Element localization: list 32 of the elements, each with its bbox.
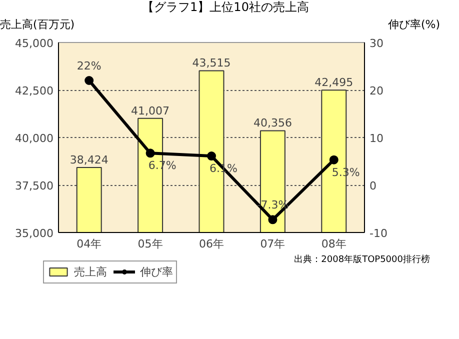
data-label: 40,356 (253, 116, 292, 130)
y2-tick-label: 0 (370, 179, 376, 192)
data-label: 42,495 (314, 76, 354, 89)
x-tick-label: 07年 (260, 237, 286, 250)
chart-title: 【グラフ1】上位10社の売上高 (142, 0, 309, 16)
data-label: 43,515 (192, 56, 231, 70)
y2-tick-label: -10 (370, 226, 388, 240)
data-label: 22% (76, 59, 102, 72)
y2-axis-title: 伸び率(%) (388, 18, 440, 32)
x-tick-label: 04年 (76, 237, 102, 250)
y-tick-label: 35,000 (15, 226, 54, 240)
legend-label: 売上高 (74, 264, 107, 280)
data-label: 41,007 (131, 104, 170, 118)
y-tick-label: 37,500 (15, 179, 54, 192)
point (329, 155, 338, 164)
x-tick-label: 08年 (321, 237, 346, 250)
data-label: 38,424 (70, 153, 108, 166)
point (146, 148, 155, 158)
legend-label: 伸び率 (140, 264, 173, 280)
y2-tick-label: 10 (370, 132, 384, 145)
x-tick-label: 06年 (199, 237, 224, 250)
y2-tick-label: 20 (370, 84, 384, 98)
y-tick-label: 40,000 (15, 132, 54, 145)
y-tick-label: 42,500 (15, 84, 54, 98)
point (268, 215, 278, 224)
y2-tick-label: 30 (370, 36, 384, 50)
y-axis-title: 売上高(百万元) (0, 18, 75, 32)
y-tick-label: 45,000 (15, 36, 54, 50)
point (84, 76, 94, 85)
x-tick-label: 05年 (138, 237, 163, 250)
source-note: 出典：2008年版TOP5000排行榜 (294, 254, 430, 267)
point (207, 151, 216, 160)
